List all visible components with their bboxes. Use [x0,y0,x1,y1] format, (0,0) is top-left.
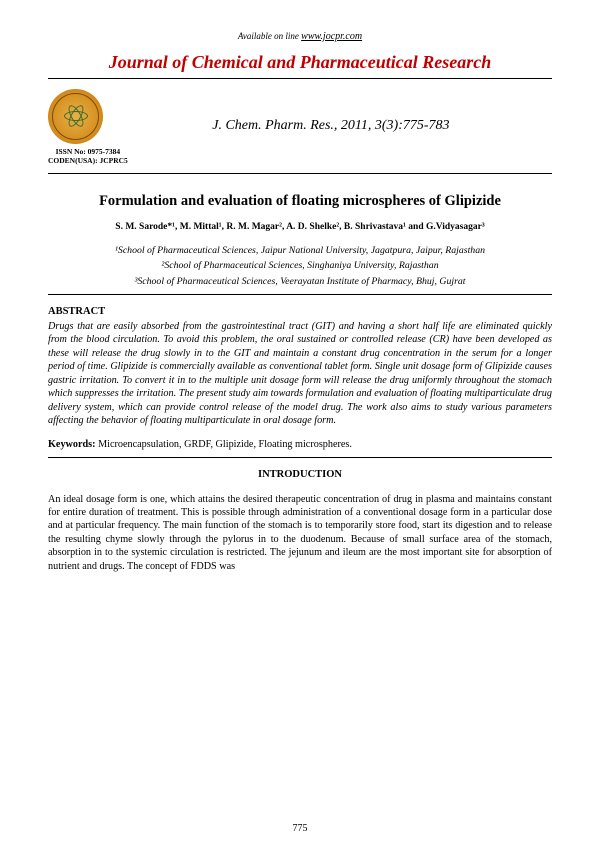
available-prefix: Available on line [238,31,301,41]
available-online-line: Available on line www.jocpr.com [48,30,552,44]
abstract-heading: ABSTRACT [48,305,552,319]
introduction-body: An ideal dosage form is one, which attai… [48,493,552,574]
issn-line2: CODEN(USA): JCPRC5 [48,156,128,165]
atom-icon [64,104,88,128]
journal-url-link[interactable]: www.jocpr.com [301,31,362,42]
logo-block: ISSN No: 0975-7384 CODEN(USA): JCPRC5 [48,89,128,165]
divider-top [48,78,552,79]
abstract-body: Drugs that are easily absorbed from the … [48,320,552,428]
keywords-line: Keywords: Microencapsulation, GRDF, Glip… [48,438,552,452]
authors-line: S. M. Sarode*¹, M. Mittal¹, R. M. Magar²… [48,221,552,234]
journal-name: Journal of Chemical and Pharmaceutical R… [48,50,552,74]
keywords-text: Microencapsulation, GRDF, Glipizide, Flo… [98,439,352,450]
keywords-label: Keywords: [48,439,98,450]
page-number: 775 [0,822,600,836]
affiliation-1: ¹School of Pharmaceutical Sciences, Jaip… [48,244,552,257]
header-row: ISSN No: 0975-7384 CODEN(USA): JCPRC5 J.… [48,89,552,165]
citation-text: J. Chem. Pharm. Res., 2011, 3(3):775-783 [140,117,552,136]
journal-logo-icon [48,89,103,144]
affiliation-3: ³School of Pharmaceutical Sciences, Veer… [48,275,552,288]
divider-affil-bottom [48,294,552,295]
divider-keywords-bottom [48,457,552,458]
divider-header-bottom [48,173,552,174]
introduction-heading: INTRODUCTION [48,468,552,482]
affiliation-2: ²School of Pharmaceutical Sciences, Sing… [48,259,552,272]
paper-title: Formulation and evaluation of floating m… [48,192,552,212]
issn-line1: ISSN No: 0975-7384 [48,147,128,156]
